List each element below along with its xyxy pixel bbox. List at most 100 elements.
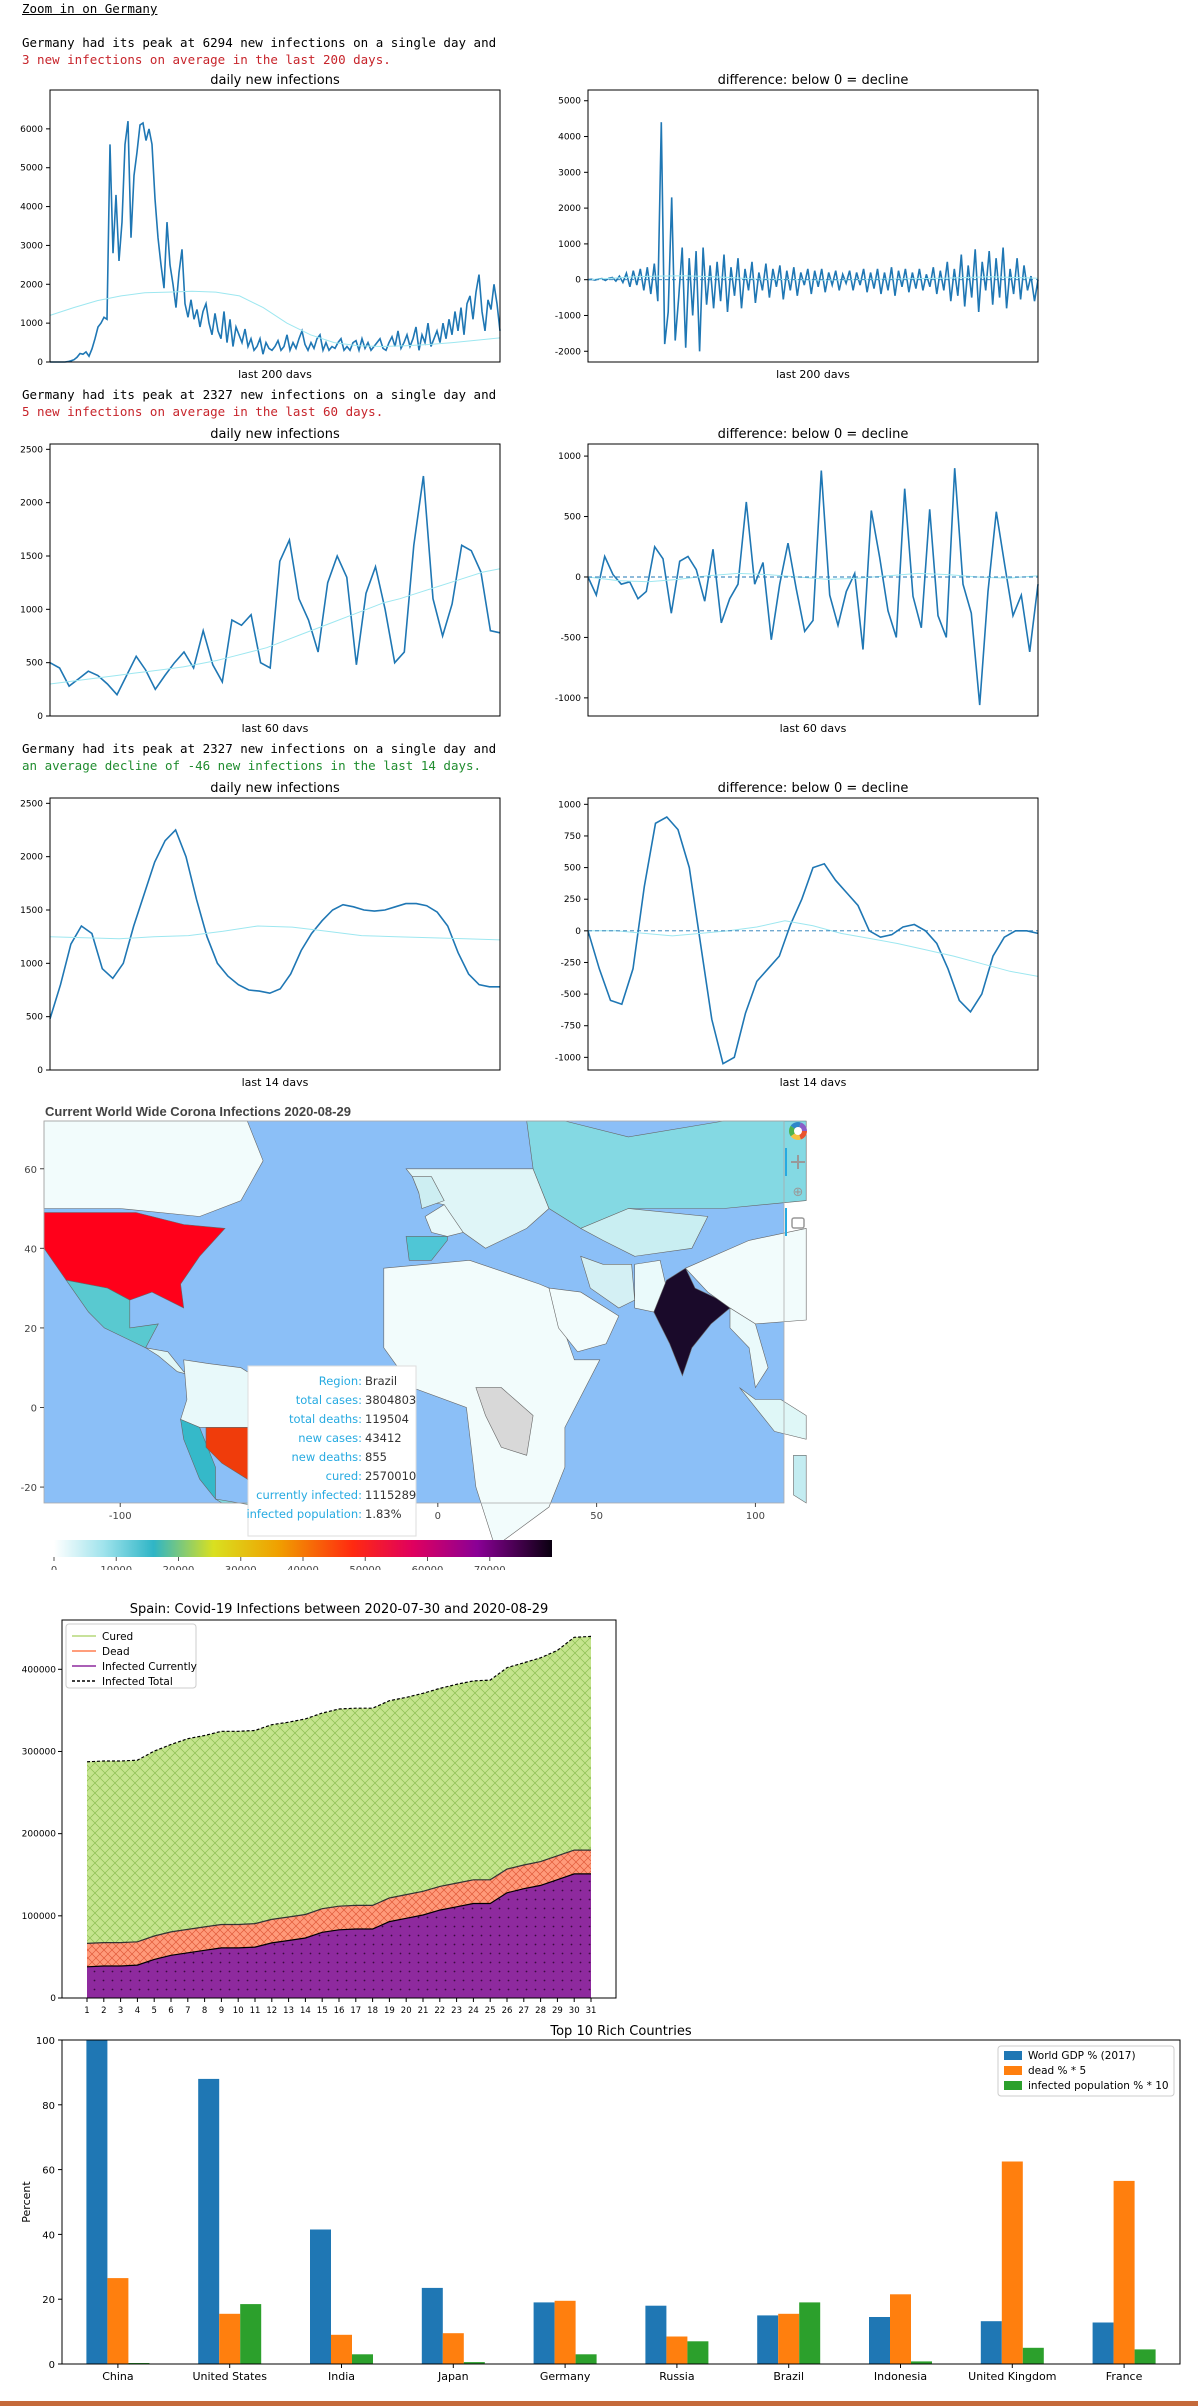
legend-label: World GDP % (2017) — [1028, 2050, 1136, 2062]
legend-label: Infected Currently — [102, 1661, 197, 1673]
bar — [352, 2354, 373, 2364]
x-tick-label: 24 — [468, 2006, 479, 2016]
bar — [219, 2313, 241, 2364]
section-heading: Zoom in on Germany — [22, 1, 158, 16]
y-tick-label: 3000 — [558, 168, 581, 178]
canada-shape — [43, 1120, 264, 1217]
x-tick-label: Japan — [437, 2370, 469, 2383]
daily-infections-60-chart: daily new infections last 60 days 0 500 1000… — [20, 427, 501, 732]
y-tick-label: 750 — [564, 832, 581, 842]
bar — [1092, 2322, 1114, 2364]
y-tick-label: 1000 — [20, 959, 43, 969]
x-axis-label: last 60 days — [242, 722, 309, 732]
chart-title: Top 10 Rich Countries — [549, 2024, 691, 2039]
y-tick-label: 40 — [42, 2230, 55, 2241]
x-tick-label: 4 — [135, 2006, 140, 2016]
y-tick-label: -1000 — [555, 1053, 581, 1063]
summary-average-line: 5 new infections on average in the last … — [22, 404, 384, 419]
legend-label: Cured — [102, 1631, 133, 1643]
summary-average-line: 3 new infections on average in the last … — [22, 52, 391, 67]
y-tick-label: 100 — [36, 2036, 55, 2047]
x-tick-label: 28 — [535, 2006, 546, 2016]
legend-label: Dead — [102, 1646, 130, 1658]
difference-60-chart: difference: below 0 = decline last 60 day… — [555, 427, 1039, 732]
colorbar-tick-label: 50000 — [349, 1565, 381, 1570]
y-tick-label: -750 — [561, 1022, 582, 1032]
x-tick-label: 19 — [384, 2006, 395, 2016]
tooltip-value: 1115289 — [365, 1488, 416, 1502]
world-map[interactable]: 6040200-20-100-5005010001000020000300004… — [0, 1118, 820, 1570]
tooltip-value: 119504 — [365, 1412, 409, 1426]
y-tick-label: 0 — [37, 1066, 43, 1076]
x-tick-label: 17 — [350, 2006, 361, 2016]
tooltip-label: Region: — [319, 1374, 362, 1388]
y-tick-label: 1000 — [20, 319, 43, 329]
dead-line — [86, 1849, 591, 1944]
map-y-tick-label: -20 — [21, 1483, 37, 1494]
colorbar-tick-label: 30000 — [225, 1565, 257, 1570]
x-tick-label: France — [1106, 2370, 1143, 2383]
y-tick-label: 400000 — [22, 1665, 57, 1675]
y-axis-label: Percent — [20, 2181, 33, 2223]
plot-frame — [61, 2039, 1181, 2365]
tooltip-value: 43412 — [365, 1431, 402, 1445]
tooltip-value: 3804803 — [365, 1393, 416, 1407]
bar — [442, 2333, 464, 2364]
bar — [1022, 2347, 1044, 2364]
bar — [554, 2300, 576, 2364]
series-line — [587, 815, 1039, 1065]
x-axis-label: last 14 days — [780, 1076, 847, 1086]
series-line — [587, 468, 1039, 706]
x-tick-label: 31 — [586, 2006, 597, 2016]
legend-box — [997, 2045, 1175, 2097]
bar — [575, 2354, 597, 2364]
y-tick-label: 2000 — [558, 204, 581, 214]
y-tick-label: 500 — [26, 1013, 43, 1023]
colorbar-tick-label: 0 — [51, 1565, 57, 1570]
y-tick-label: 60 — [42, 2166, 55, 2177]
map-x-tick-label: 0 — [435, 1511, 441, 1522]
x-tick-label: 18 — [367, 2006, 378, 2016]
x-tick-label: 27 — [518, 2006, 529, 2016]
legend-label: Infected Total — [102, 1676, 173, 1688]
infected-current-line — [86, 1873, 591, 1968]
plot-frame — [49, 443, 501, 717]
daily-infections-14-chart: daily new infections last 14 days 0 500 1000… — [20, 781, 501, 1086]
plot-frame — [587, 89, 1039, 363]
x-tick-label: United States — [192, 2370, 267, 2383]
uk-shape — [411, 1176, 445, 1209]
x-tick-label: Indonesia — [874, 2370, 927, 2383]
legend-swatch — [1004, 2051, 1022, 2060]
y-tick-label: 0 — [575, 927, 581, 937]
tooltip-value: Brazil — [365, 1374, 397, 1388]
y-tick-label: 0 — [50, 1994, 56, 2004]
bar — [911, 2361, 932, 2364]
y-tick-label: 2000 — [20, 280, 43, 290]
colorbar-tick-label: 10000 — [100, 1565, 132, 1570]
y-tick-label: 1000 — [558, 452, 581, 462]
y-tick-label: 500 — [564, 864, 581, 874]
bar — [198, 2078, 220, 2364]
y-tick-label: 2500 — [20, 799, 43, 809]
arabia-shape — [548, 1287, 620, 1353]
map-toolbar[interactable]: ⊕ — [788, 1122, 807, 1229]
se-asia-shape — [729, 1307, 769, 1389]
x-tick-label: 7 — [185, 2006, 190, 2016]
series-line — [588, 920, 1039, 977]
x-tick-label: 15 — [317, 2006, 328, 2016]
x-tick-label: 22 — [434, 2006, 445, 2016]
cured-area — [87, 1636, 591, 1944]
bar — [757, 2315, 779, 2364]
bar — [890, 2294, 911, 2364]
bar — [1134, 2349, 1156, 2364]
x-tick-label: 2 — [101, 2006, 106, 2016]
tooltip-label: infected population: — [246, 1507, 362, 1521]
legend-swatch — [1004, 2081, 1022, 2090]
map-title: Current World Wide Corona Infections 202… — [45, 1104, 351, 1119]
colorbar-tick-label: 60000 — [412, 1565, 444, 1570]
chart-title: difference: below 0 = decline — [718, 427, 909, 442]
x-tick-label: 9 — [219, 2006, 224, 2016]
tooltip-label: cured: — [326, 1469, 362, 1483]
x-tick-label: 11 — [250, 2006, 261, 2016]
y-tick-label: 2000 — [20, 853, 43, 863]
